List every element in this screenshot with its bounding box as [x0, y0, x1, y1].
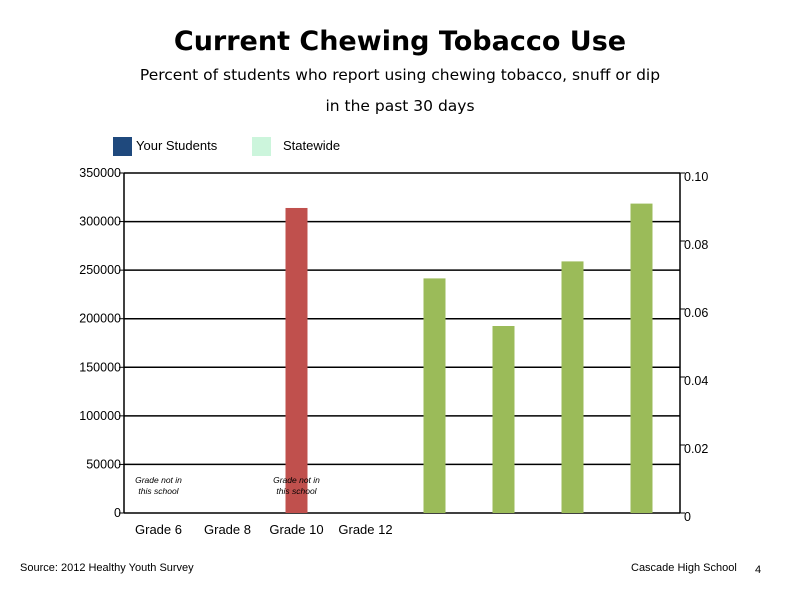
bar-series-1-1 — [492, 326, 515, 513]
left-tick-label-150000: 150000 — [79, 360, 121, 374]
right-tick-label-4: 0.08 — [684, 238, 708, 252]
bar-series-1-2 — [561, 261, 584, 513]
legend-label-your-students: Your Students — [136, 138, 218, 153]
legend-label-statewide: Statewide — [283, 138, 341, 153]
category-label-0: Grade 6 — [135, 522, 182, 537]
left-tick-label-50000: 50000 — [86, 457, 121, 471]
right-tick-label-0: 0 — [684, 510, 691, 524]
left-tick-label-0: 0 — [114, 506, 121, 520]
legend-swatch-statewide — [252, 137, 271, 156]
annotation-1-line-1: this school — [276, 486, 317, 496]
right-tick-label-3: 0.06 — [684, 306, 708, 320]
bar-series-1-3 — [630, 203, 653, 513]
bar-series-0-0 — [285, 207, 308, 513]
left-tick-label-250000: 250000 — [79, 263, 121, 277]
category-label-3: Grade 12 — [338, 522, 392, 537]
left-tick-label-100000: 100000 — [79, 409, 121, 423]
annotation-1-line-0: Grade not in — [273, 475, 320, 485]
right-tick-label-2: 0.04 — [684, 374, 708, 388]
chart-title: Current Chewing Tobacco Use — [173, 26, 627, 57]
left-tick-label-200000: 200000 — [79, 312, 121, 326]
chart-subtitle-line-2: in the past 30 days — [325, 97, 475, 115]
chart-subtitle-line-1: Percent of students who report using che… — [139, 66, 661, 84]
school-name: Cascade High School — [631, 562, 737, 574]
right-tick-label-5: 0.10 — [684, 170, 708, 184]
left-tick-label-350000: 350000 — [79, 166, 121, 180]
bar-series-1-0 — [423, 278, 446, 513]
right-tick-label-1: 0.02 — [684, 442, 708, 456]
category-label-2: Grade 10 — [269, 522, 323, 537]
category-label-1: Grade 8 — [204, 522, 251, 537]
page-number: 4 — [755, 564, 762, 576]
annotation-0-line-1: this school — [138, 486, 179, 496]
source-note: Source: 2012 Healthy Youth Survey — [20, 562, 194, 574]
left-tick-label-300000: 300000 — [79, 215, 121, 229]
annotation-0-line-0: Grade not in — [135, 475, 182, 485]
legend-swatch-your-students — [113, 137, 132, 156]
